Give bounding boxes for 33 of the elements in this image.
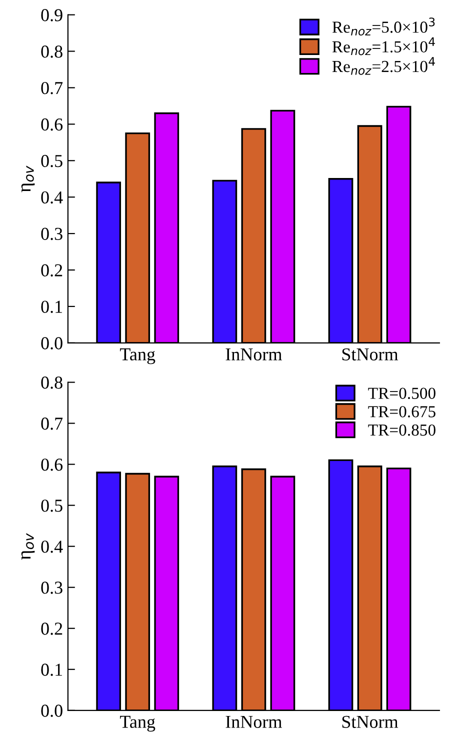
x-tick-label: Tang: [120, 716, 156, 732]
y-tick-label: 0.7: [41, 82, 63, 94]
x-tick-label: StNorm: [342, 716, 398, 728]
y-tick-label: 0.3: [41, 228, 62, 240]
legend-label: Re$_{noz}$=5.0×10$^{3}$: [332, 18, 435, 36]
y-tick-label: 0.4: [41, 540, 63, 553]
y-tick-label: 0.9: [41, 9, 62, 22]
x-tick-label: Tang: [120, 348, 156, 364]
y-tick-label: 0.6: [41, 458, 63, 471]
x-tick-label: InNorm: [226, 348, 282, 360]
legend-label: Re$_{noz}$=1.5×10$^{4}$: [332, 37, 435, 56]
y-tick-label: 0.3: [41, 582, 62, 594]
y-axis-title: η$_{ov}$: [21, 533, 35, 560]
y-tick-label: 0.0: [41, 704, 62, 717]
y-tick-label: 0.4: [41, 191, 63, 204]
y-tick-label: 0.7: [41, 418, 63, 430]
y-tick-label: 0.2: [41, 622, 62, 635]
y-tick-label: 0.2: [41, 264, 62, 277]
legend-label: TR=0.500: [368, 388, 436, 400]
y-tick-label: 0.1: [41, 300, 62, 313]
y-tick-label: 0.6: [41, 118, 63, 131]
legend-label: TR=0.675: [368, 406, 436, 418]
x-tick-label: InNorm: [226, 716, 282, 728]
y-axis-title: η$_{ov}$: [21, 166, 35, 192]
y-tick-label: 0.8: [41, 46, 62, 58]
y-tick-label: 0.0: [41, 337, 62, 350]
y-tick-label: 0.8: [41, 376, 62, 389]
x-tick-label: StNorm: [342, 348, 398, 360]
legend-label: TR=0.850: [368, 424, 436, 436]
y-tick-label: 0.5: [41, 154, 62, 168]
y-tick-label: 0.1: [41, 664, 62, 676]
legend-label: Re$_{noz}$=2.5×10$^{4}$: [332, 57, 435, 75]
y-tick-label: 0.5: [41, 500, 62, 512]
